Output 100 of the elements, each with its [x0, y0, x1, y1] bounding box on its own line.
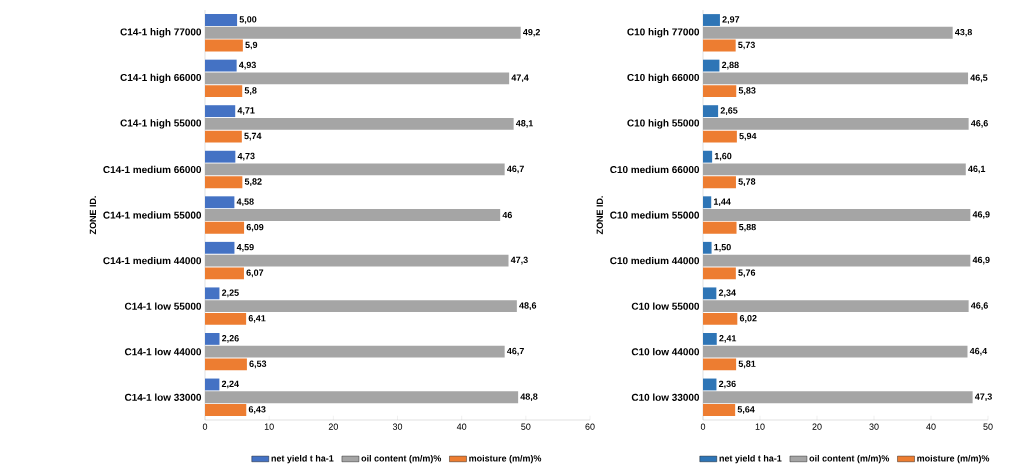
data-label: 5,94 [739, 132, 757, 141]
bar [703, 196, 712, 209]
data-label: 5,73 [738, 41, 755, 50]
data-label: 47,3 [510, 256, 528, 265]
x-tick-label: 20 [812, 423, 822, 430]
y-axis-title: ZONE ID. [596, 196, 603, 235]
y-tick-label: C10 low 55000 [631, 302, 700, 310]
bar [703, 26, 953, 39]
data-label: 5,81 [738, 360, 756, 369]
y-tick-label: C10 high 55000 [627, 119, 700, 129]
data-label: 46,9 [972, 256, 990, 265]
bar [205, 378, 220, 391]
bar [703, 14, 720, 26]
x-tick-label: 50 [983, 423, 993, 430]
y-axis-title: ZONE ID. [89, 196, 97, 235]
data-label: 46,7 [506, 165, 524, 174]
data-label: 49,2 [523, 28, 540, 37]
y-tick-label: C10 medium 66000 [610, 165, 700, 174]
bar [703, 105, 719, 118]
data-label: 48,8 [520, 393, 538, 402]
x-tick-label: 30 [869, 423, 879, 430]
bar [703, 345, 968, 358]
bar [205, 39, 243, 52]
data-label: 1,60 [714, 152, 732, 161]
bar [703, 39, 736, 52]
data-label: 1,44 [713, 198, 731, 207]
x-tick-label: 0 [700, 423, 706, 430]
y-tick-label: C10 high 77000 [627, 28, 700, 38]
y-tick-label: C10 low 33000 [631, 393, 700, 401]
y-tick-label: C14-1 high 66000 [120, 73, 202, 83]
bar [205, 150, 236, 163]
data-label: 48,1 [515, 120, 534, 128]
y-tick-label: C14-1 medium 44000 [103, 256, 202, 265]
data-label: 46,9 [972, 211, 990, 219]
data-label: 5,00 [239, 16, 257, 24]
bar [703, 300, 969, 313]
data-label: 2,25 [221, 289, 239, 298]
data-label: 5,74 [244, 132, 262, 141]
bar [205, 404, 247, 416]
bar [205, 209, 501, 221]
data-label: 6,43 [248, 406, 266, 414]
data-label: 46 [502, 211, 512, 219]
bar [703, 378, 717, 391]
data-label: 4,58 [236, 198, 254, 207]
data-label: 6,07 [246, 269, 264, 278]
data-label: 47,3 [974, 393, 992, 402]
y-tick-label: C14-1 high 77000 [120, 28, 202, 38]
bar [205, 14, 238, 26]
data-label: 1,50 [714, 243, 731, 252]
data-label: 2,41 [719, 335, 737, 343]
y-tick-label: C14-1 high 55000 [120, 119, 202, 129]
bar [703, 358, 737, 371]
x-tick-label: 0 [202, 423, 208, 430]
legend-label: moisture (m/m)% [469, 454, 542, 464]
bar [205, 196, 235, 209]
legend-label: net yield t ha-1 [719, 454, 782, 464]
x-tick-label: 60 [585, 423, 595, 430]
bar [205, 287, 220, 300]
y-tick-label: C14-1 medium 66000 [103, 165, 202, 174]
bar [205, 391, 519, 404]
bar [205, 85, 243, 98]
data-label: 6,53 [249, 360, 267, 369]
bar [205, 358, 247, 371]
bar [205, 300, 517, 313]
bar [703, 404, 736, 416]
bar [205, 117, 514, 130]
data-label: 5,88 [739, 223, 756, 232]
data-label: 2,88 [721, 61, 739, 70]
data-label: 5,9 [245, 41, 258, 50]
legend-label: oil content (m/m)% [361, 454, 442, 464]
data-label: 46,1 [968, 165, 986, 174]
data-label: 48,6 [519, 302, 537, 310]
bar [205, 241, 235, 254]
bar [703, 241, 712, 254]
bar [205, 332, 220, 345]
bar [703, 150, 713, 163]
x-tick-label: 10 [264, 423, 274, 430]
x-tick-label: 10 [755, 423, 765, 430]
bar [205, 254, 509, 267]
y-tick-label: C14-1 low 55000 [124, 302, 202, 310]
data-label: 46,6 [970, 120, 988, 128]
bar [205, 312, 247, 325]
data-label: 5,82 [244, 178, 262, 187]
x-tick-label: 50 [521, 423, 531, 430]
data-label: 4,73 [237, 152, 255, 161]
bar [703, 163, 966, 176]
bar [703, 85, 737, 98]
y-tick-label: C14-1 medium 55000 [103, 211, 202, 219]
bar [205, 176, 243, 189]
bar [205, 163, 505, 176]
bar [703, 267, 736, 280]
data-label: 2,65 [720, 107, 738, 115]
data-label: 6,41 [248, 315, 266, 323]
data-label: 5,78 [738, 178, 756, 187]
y-tick-label: C10 medium 55000 [610, 211, 700, 219]
data-label: 5,83 [738, 87, 756, 95]
data-label: 2,97 [722, 16, 740, 24]
data-label: 2,26 [222, 335, 239, 343]
bar [703, 176, 736, 189]
data-label: 5,76 [738, 269, 756, 278]
